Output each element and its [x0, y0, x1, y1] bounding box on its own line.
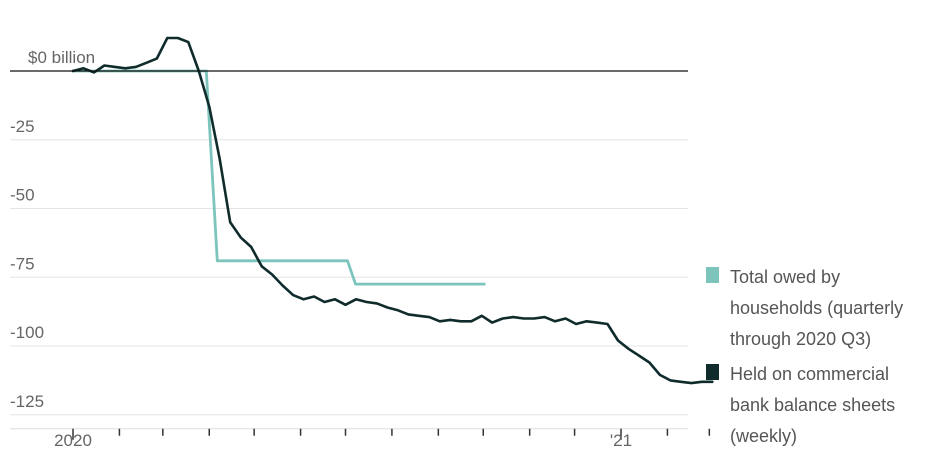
- x-tick-label: 2020: [54, 431, 92, 450]
- y-axis: -25 -50 -75 -100 -125 $0 billion: [10, 48, 95, 411]
- gridlines: [10, 139, 688, 416]
- series-line-households: [71, 69, 486, 286]
- legend-label-households: Total owed by households (quarterly thro…: [730, 267, 904, 349]
- y-zero-label: $0 billion: [28, 48, 95, 67]
- legend-swatch-commercial-banks: [706, 364, 719, 380]
- legend-item-commercial-banks: Held on commercial bank balance sheets (…: [706, 359, 930, 452]
- y-tick-label: -125: [10, 392, 44, 411]
- series-line-commercial-banks: [71, 36, 714, 385]
- x-axis: 2020 '21: [10, 428, 711, 450]
- y-tick-label: -50: [10, 186, 35, 205]
- legend-item-households: Total owed by households (quarterly thro…: [706, 262, 930, 355]
- series-group: [10, 36, 714, 385]
- y-tick-label: -25: [10, 117, 35, 136]
- legend: Total owed by households (quarterly thro…: [706, 262, 930, 456]
- y-tick-label: -100: [10, 323, 44, 342]
- y-tick-label: -75: [10, 254, 35, 273]
- legend-swatch-households: [706, 267, 719, 283]
- x-tick-label: '21: [610, 431, 632, 450]
- legend-label-commercial-banks: Held on commercial bank balance sheets (…: [730, 364, 896, 446]
